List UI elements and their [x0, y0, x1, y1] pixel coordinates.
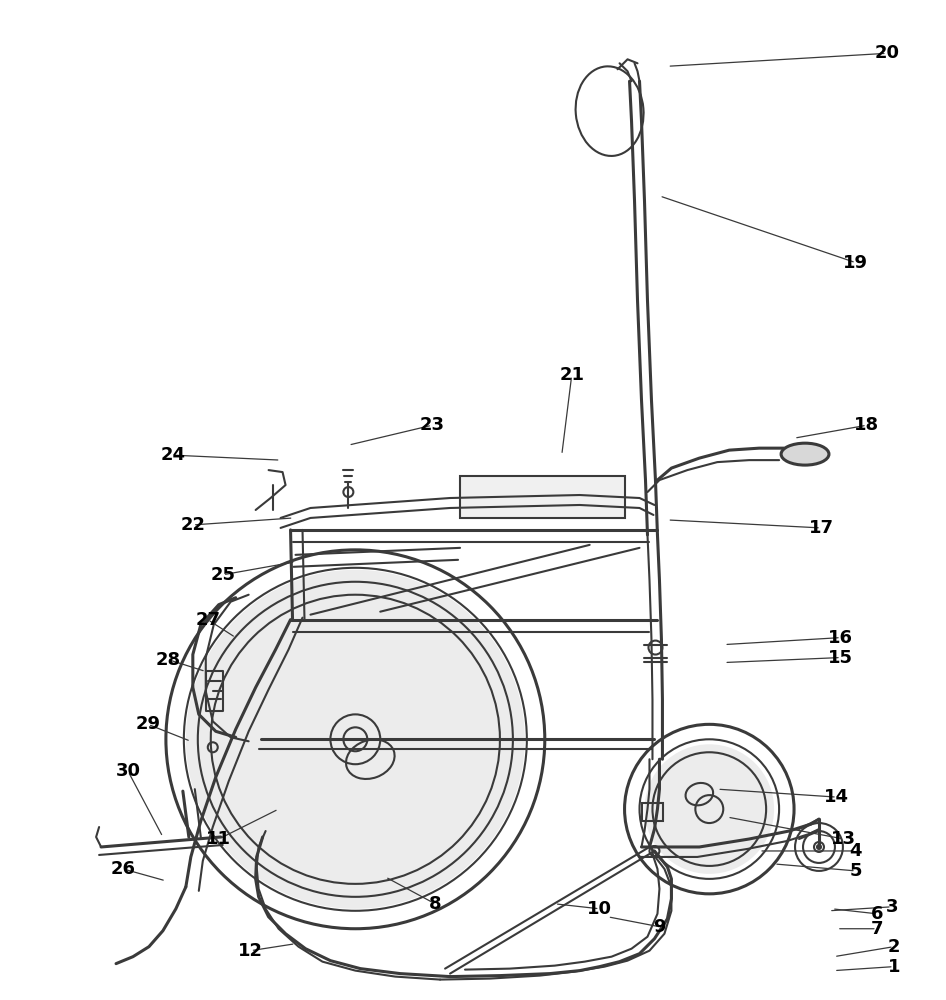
Text: 2: 2: [887, 938, 900, 956]
Text: 30: 30: [115, 762, 141, 780]
Text: 27: 27: [195, 611, 220, 629]
Text: 8: 8: [429, 895, 442, 913]
Text: 15: 15: [829, 649, 853, 667]
Text: 4: 4: [850, 842, 862, 860]
Text: 12: 12: [238, 942, 263, 960]
Ellipse shape: [781, 443, 829, 465]
Text: 17: 17: [809, 519, 833, 537]
Text: 24: 24: [161, 446, 185, 464]
Text: 29: 29: [135, 715, 161, 733]
Text: 3: 3: [885, 898, 898, 916]
Text: 11: 11: [206, 830, 231, 848]
Text: 16: 16: [829, 629, 853, 647]
Text: 25: 25: [210, 566, 236, 584]
Text: 20: 20: [874, 44, 900, 62]
Text: 26: 26: [111, 860, 135, 878]
Text: 19: 19: [844, 254, 868, 272]
Text: 13: 13: [832, 830, 856, 848]
Text: 5: 5: [850, 862, 862, 880]
Text: 23: 23: [420, 416, 445, 434]
Circle shape: [185, 570, 525, 909]
Text: 6: 6: [870, 905, 883, 923]
Text: 7: 7: [870, 920, 883, 938]
Text: 28: 28: [155, 651, 181, 669]
FancyBboxPatch shape: [460, 476, 624, 518]
Text: 18: 18: [854, 416, 880, 434]
Text: 10: 10: [587, 900, 612, 918]
Text: 22: 22: [181, 516, 205, 534]
Circle shape: [644, 744, 774, 874]
Text: 21: 21: [559, 366, 585, 384]
Text: 1: 1: [887, 958, 900, 976]
Text: 9: 9: [653, 918, 666, 936]
Text: 14: 14: [824, 788, 850, 806]
